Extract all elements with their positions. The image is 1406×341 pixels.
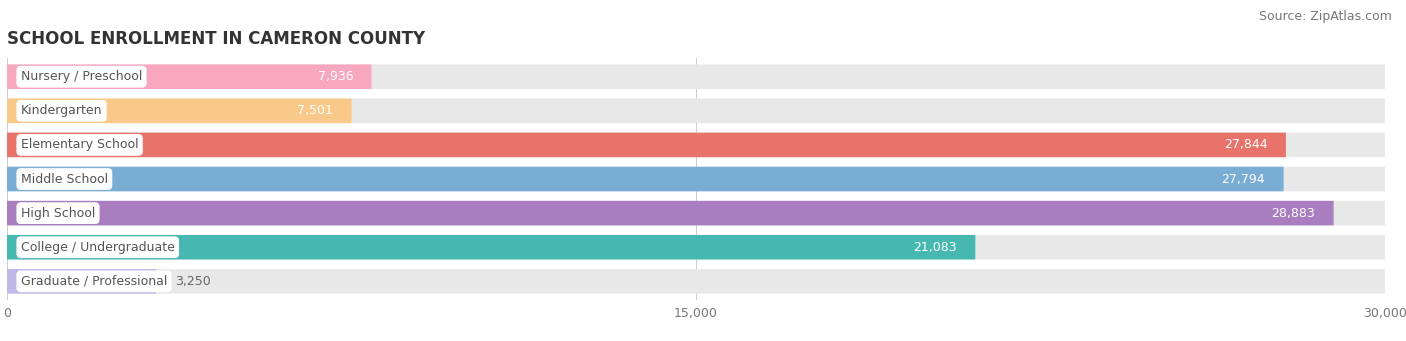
FancyBboxPatch shape — [7, 167, 1284, 191]
FancyBboxPatch shape — [7, 269, 156, 294]
Text: Middle School: Middle School — [21, 173, 108, 186]
Text: 27,794: 27,794 — [1222, 173, 1265, 186]
Text: College / Undergraduate: College / Undergraduate — [21, 241, 174, 254]
FancyBboxPatch shape — [7, 269, 1385, 294]
Text: Kindergarten: Kindergarten — [21, 104, 103, 117]
FancyBboxPatch shape — [7, 235, 976, 260]
Text: 27,844: 27,844 — [1223, 138, 1268, 151]
Text: High School: High School — [21, 207, 96, 220]
Text: 7,936: 7,936 — [318, 70, 353, 83]
FancyBboxPatch shape — [7, 133, 1385, 157]
FancyBboxPatch shape — [7, 99, 1385, 123]
Text: Graduate / Professional: Graduate / Professional — [21, 275, 167, 288]
FancyBboxPatch shape — [7, 99, 351, 123]
FancyBboxPatch shape — [7, 201, 1334, 225]
Text: 3,250: 3,250 — [174, 275, 211, 288]
Text: Source: ZipAtlas.com: Source: ZipAtlas.com — [1258, 10, 1392, 23]
Text: Elementary School: Elementary School — [21, 138, 138, 151]
Text: 21,083: 21,083 — [914, 241, 957, 254]
Text: 7,501: 7,501 — [297, 104, 333, 117]
FancyBboxPatch shape — [7, 201, 1385, 225]
Text: 28,883: 28,883 — [1271, 207, 1315, 220]
FancyBboxPatch shape — [7, 133, 1286, 157]
FancyBboxPatch shape — [7, 167, 1385, 191]
FancyBboxPatch shape — [7, 64, 1385, 89]
Text: SCHOOL ENROLLMENT IN CAMERON COUNTY: SCHOOL ENROLLMENT IN CAMERON COUNTY — [7, 30, 425, 48]
Text: Nursery / Preschool: Nursery / Preschool — [21, 70, 142, 83]
FancyBboxPatch shape — [7, 235, 1385, 260]
FancyBboxPatch shape — [7, 64, 371, 89]
